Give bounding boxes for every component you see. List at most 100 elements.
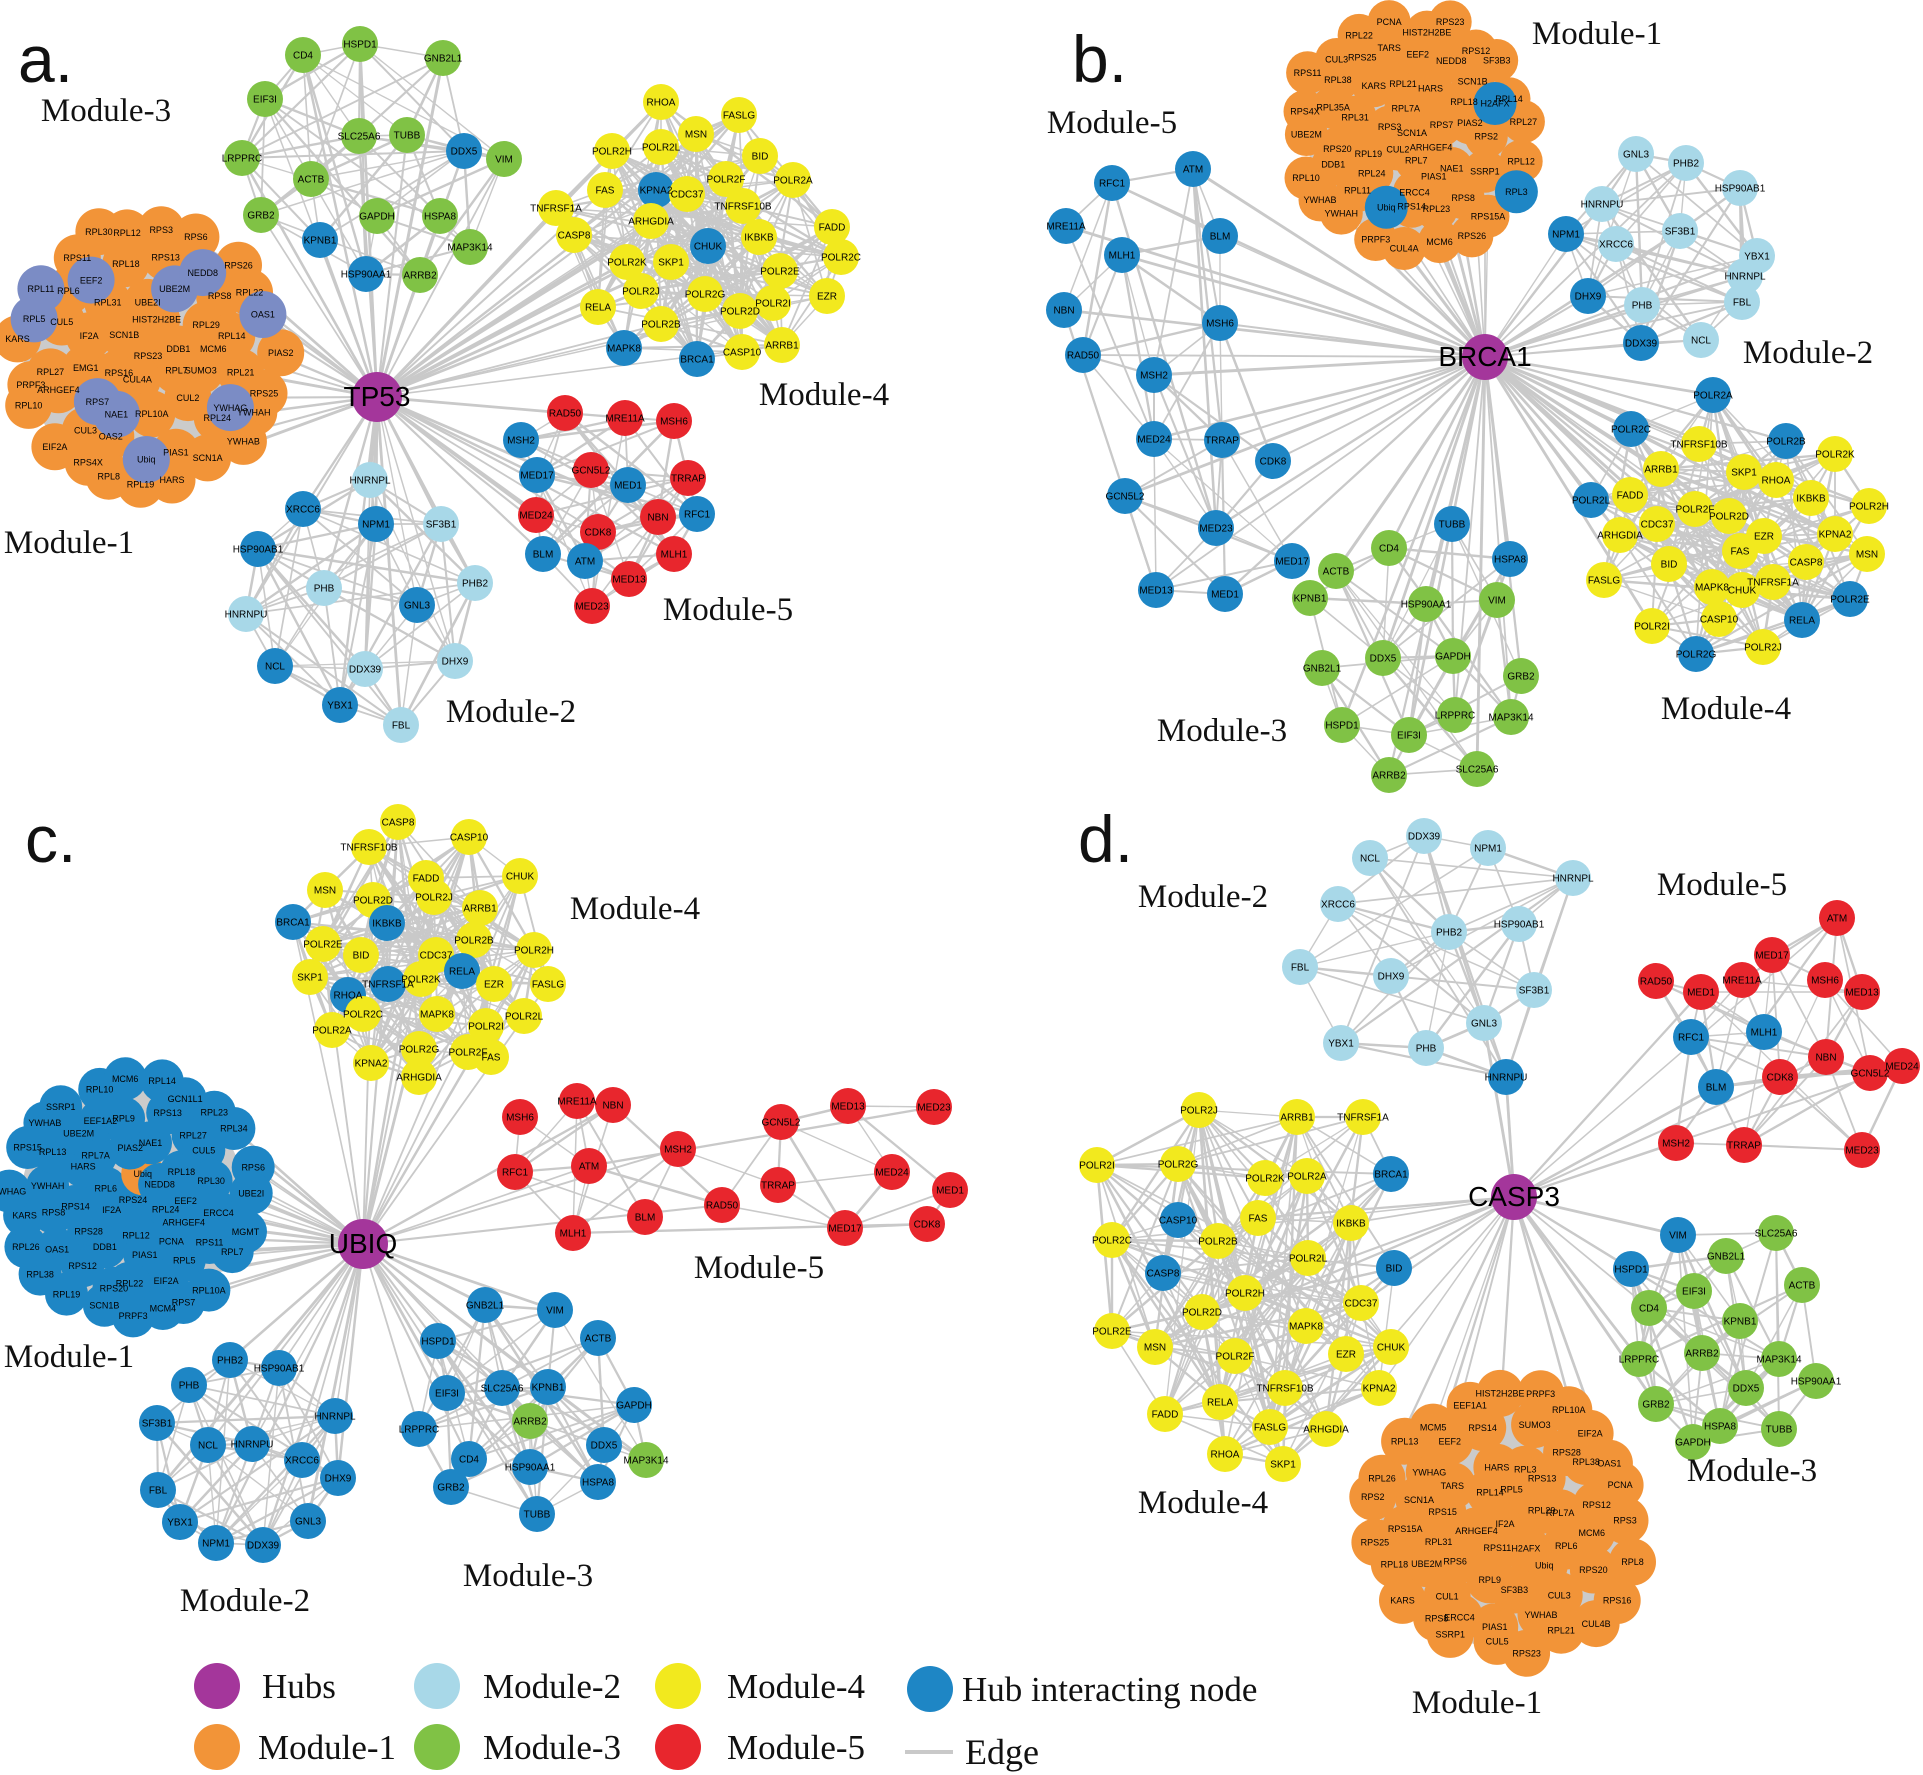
svg-text:GCN5L2: GCN5L2 <box>762 1118 801 1129</box>
svg-text:YWHAH: YWHAH <box>237 408 271 418</box>
svg-text:POLR2D: POLR2D <box>1182 1308 1222 1319</box>
svg-text:RPS16: RPS16 <box>105 368 134 378</box>
svg-text:RPS11: RPS11 <box>1294 68 1322 78</box>
svg-text:RPS25: RPS25 <box>1361 1537 1390 1547</box>
svg-text:UBE2M: UBE2M <box>1411 1559 1442 1569</box>
svg-text:MED1: MED1 <box>1211 590 1239 601</box>
svg-text:MRE11A: MRE11A <box>1722 976 1762 987</box>
svg-text:HSP90AB1: HSP90AB1 <box>1715 184 1766 195</box>
svg-text:KARS: KARS <box>1361 81 1386 91</box>
svg-text:POLR2E: POLR2E <box>303 940 343 951</box>
svg-text:RPL31: RPL31 <box>94 298 122 308</box>
svg-text:SKP1: SKP1 <box>1731 468 1757 479</box>
svg-text:ARHGEF4: ARHGEF4 <box>1410 143 1453 153</box>
svg-text:ARHGEF4: ARHGEF4 <box>1455 1526 1498 1536</box>
svg-text:RPL10: RPL10 <box>1292 173 1320 183</box>
svg-text:RPS20: RPS20 <box>1579 1565 1608 1575</box>
svg-text:Module-4: Module-4 <box>570 891 700 927</box>
svg-text:PIAS1: PIAS1 <box>1421 171 1447 181</box>
svg-text:Module-4: Module-4 <box>1138 1485 1268 1521</box>
svg-text:DHX9: DHX9 <box>325 1474 352 1485</box>
svg-text:RPL38: RPL38 <box>26 1269 54 1279</box>
svg-text:TNFRSF10B: TNFRSF10B <box>1256 1384 1314 1395</box>
svg-text:RPL7A: RPL7A <box>81 1151 110 1161</box>
svg-text:VIM: VIM <box>495 155 513 166</box>
svg-text:NEDD8: NEDD8 <box>187 268 218 278</box>
svg-text:NCL: NCL <box>198 1441 218 1452</box>
svg-text:BLM: BLM <box>1210 232 1231 243</box>
svg-text:KARS: KARS <box>5 334 30 344</box>
svg-text:c.: c. <box>25 802 76 876</box>
svg-text:RAD50: RAD50 <box>1067 351 1100 362</box>
svg-text:TRRAP: TRRAP <box>761 1181 795 1192</box>
svg-text:MED1: MED1 <box>936 1186 964 1197</box>
svg-text:HSPD1: HSPD1 <box>1325 721 1359 732</box>
svg-text:SLC25A6: SLC25A6 <box>338 132 381 143</box>
svg-text:RPL21: RPL21 <box>227 367 255 377</box>
svg-text:RPL24: RPL24 <box>152 1205 180 1215</box>
svg-text:RPL12: RPL12 <box>122 1230 150 1240</box>
svg-text:SKP1: SKP1 <box>658 258 684 269</box>
svg-text:RPL27: RPL27 <box>1510 117 1538 127</box>
svg-text:RPL9: RPL9 <box>112 1114 135 1124</box>
svg-text:RPL6: RPL6 <box>57 286 80 296</box>
svg-text:LRPPRC: LRPPRC <box>1619 1355 1660 1366</box>
svg-text:Ubiq: Ubiq <box>137 455 156 465</box>
svg-text:RPS23: RPS23 <box>134 351 163 361</box>
svg-text:VIM: VIM <box>1669 1231 1687 1242</box>
svg-text:NPM1: NPM1 <box>362 520 390 531</box>
svg-text:RPS8: RPS8 <box>42 1208 66 1218</box>
svg-text:RPL6: RPL6 <box>95 1183 118 1193</box>
svg-text:POLR2A: POLR2A <box>773 176 813 187</box>
svg-text:RPL23: RPL23 <box>1423 204 1451 214</box>
svg-text:XRCC6: XRCC6 <box>285 1456 319 1467</box>
svg-text:RPS6: RPS6 <box>241 1162 265 1172</box>
svg-text:CDC37: CDC37 <box>1345 1299 1378 1310</box>
svg-text:DHX9: DHX9 <box>1378 972 1405 983</box>
svg-text:XRCC6: XRCC6 <box>286 505 320 516</box>
svg-text:POLR2B: POLR2B <box>454 936 494 947</box>
svg-text:VIM: VIM <box>546 1306 564 1317</box>
svg-text:CD4: CD4 <box>1379 544 1399 555</box>
svg-text:CUL4A: CUL4A <box>1390 244 1419 254</box>
svg-text:ARRB1: ARRB1 <box>1644 465 1678 476</box>
svg-text:RPL8: RPL8 <box>1621 1557 1644 1567</box>
svg-text:KPNA2: KPNA2 <box>640 186 673 197</box>
svg-text:NCL: NCL <box>1691 336 1711 347</box>
svg-text:RPL26: RPL26 <box>1368 1473 1396 1483</box>
svg-text:MCM6: MCM6 <box>200 344 227 354</box>
svg-text:RPL22: RPL22 <box>236 288 264 298</box>
svg-text:POLR2F: POLR2F <box>1676 505 1715 516</box>
svg-text:Hubs: Hubs <box>262 1667 336 1706</box>
svg-text:RPL14: RPL14 <box>1476 1487 1504 1497</box>
svg-text:TARS: TARS <box>1441 1481 1464 1491</box>
svg-text:ARHGDIA: ARHGDIA <box>628 217 674 228</box>
svg-text:POLR2J: POLR2J <box>1180 1106 1218 1117</box>
svg-text:CUL1: CUL1 <box>1436 1591 1459 1601</box>
svg-text:RPL7: RPL7 <box>221 1247 244 1257</box>
svg-text:MED13: MED13 <box>612 575 646 586</box>
svg-text:EIF3I: EIF3I <box>1397 731 1421 742</box>
svg-text:EIF2A: EIF2A <box>154 1276 179 1286</box>
svg-text:MED17: MED17 <box>828 1224 862 1235</box>
svg-text:Module-2: Module-2 <box>1138 879 1268 915</box>
svg-text:RPL24: RPL24 <box>204 413 232 423</box>
svg-text:GCN5L2: GCN5L2 <box>1851 1069 1890 1080</box>
svg-text:SCN1B: SCN1B <box>89 1300 119 1310</box>
svg-text:BRCA1: BRCA1 <box>276 918 310 929</box>
svg-text:RPL30: RPL30 <box>197 1176 225 1186</box>
svg-text:MCM6: MCM6 <box>1426 237 1453 247</box>
svg-text:EIF2A: EIF2A <box>42 442 67 452</box>
svg-text:MRE11A: MRE11A <box>605 414 645 425</box>
svg-text:PIAS1: PIAS1 <box>163 447 189 457</box>
svg-text:IF2A: IF2A <box>102 1205 121 1215</box>
svg-text:KARS: KARS <box>1390 1596 1415 1606</box>
svg-text:CUL3: CUL3 <box>1548 1591 1571 1601</box>
svg-text:HSP90AA1: HSP90AA1 <box>505 1463 556 1474</box>
svg-text:PIAS2: PIAS2 <box>1457 118 1483 128</box>
svg-text:BLM: BLM <box>533 550 554 561</box>
svg-text:HSPD1: HSPD1 <box>343 40 377 51</box>
svg-text:RPL19: RPL19 <box>127 479 155 489</box>
svg-text:SF3B1: SF3B1 <box>426 520 457 531</box>
svg-text:CDK8: CDK8 <box>1260 457 1287 468</box>
